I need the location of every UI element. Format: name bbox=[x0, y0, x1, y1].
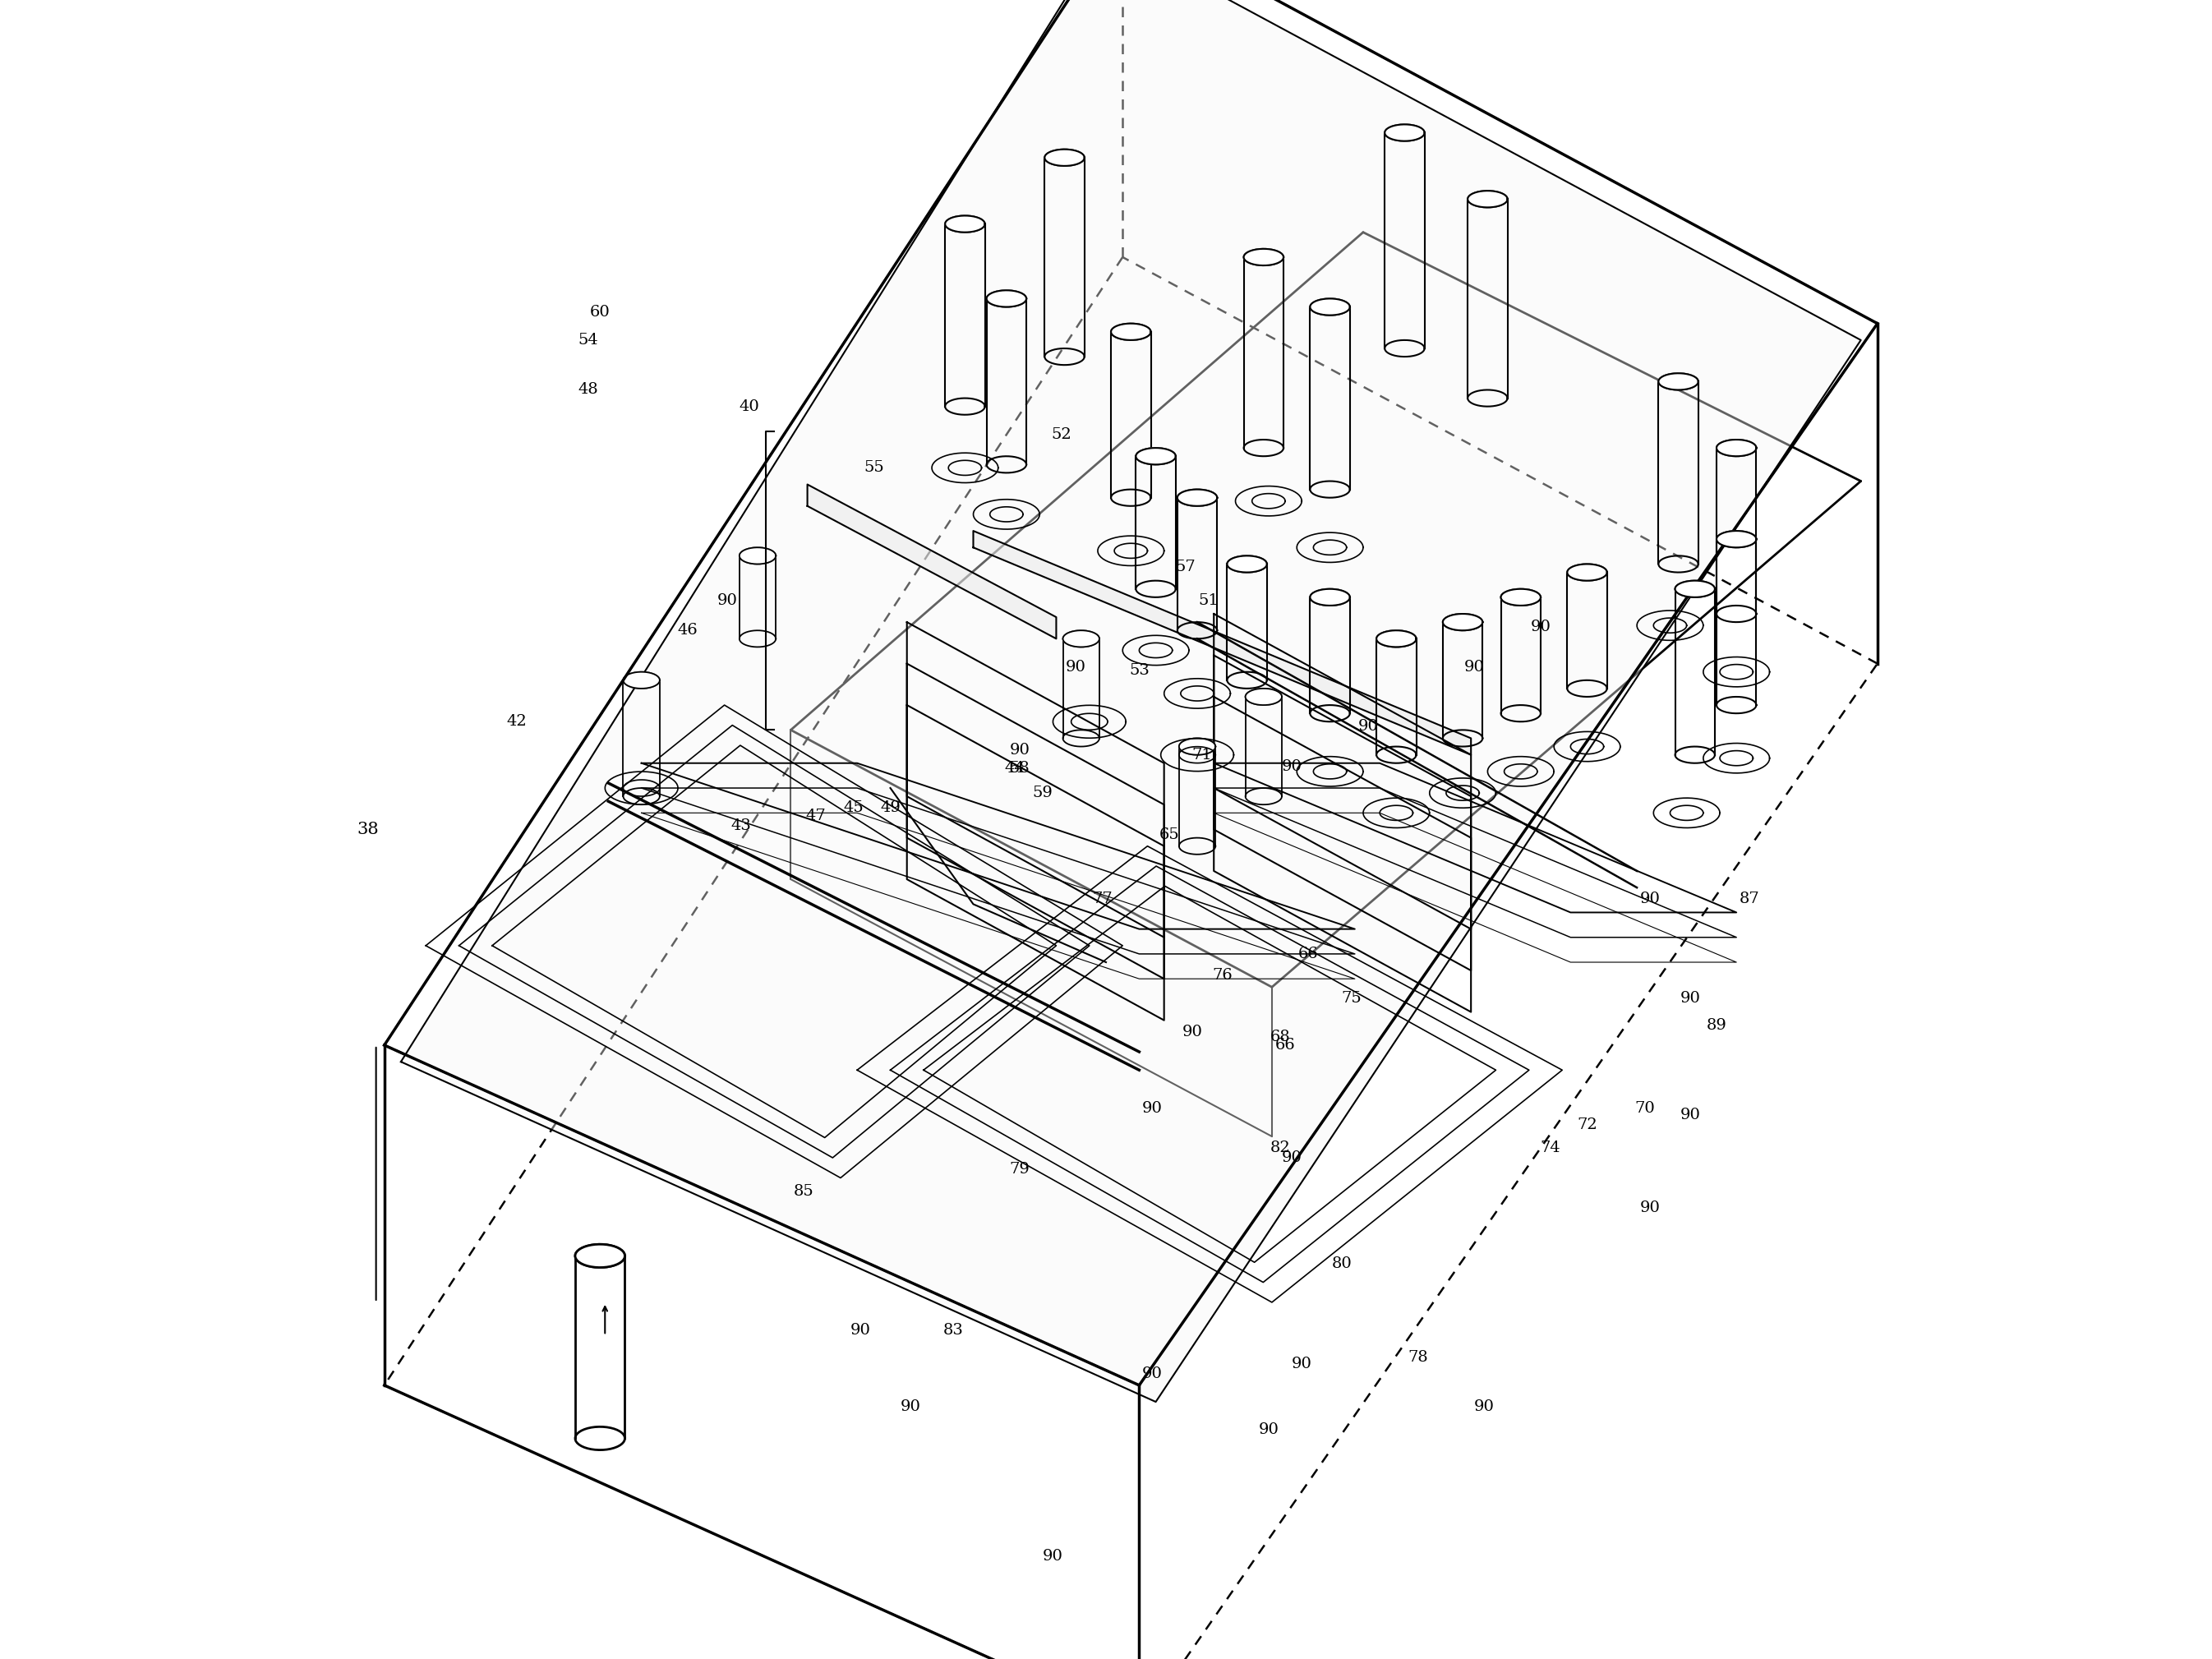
Text: 90: 90 bbox=[1181, 1025, 1203, 1039]
Text: 90: 90 bbox=[1464, 660, 1484, 674]
Polygon shape bbox=[973, 531, 1471, 755]
Polygon shape bbox=[624, 672, 659, 688]
Text: 60: 60 bbox=[591, 305, 611, 319]
Text: 76: 76 bbox=[1212, 969, 1232, 982]
Polygon shape bbox=[807, 484, 1055, 639]
Text: 45: 45 bbox=[843, 801, 865, 815]
Text: 90: 90 bbox=[1531, 620, 1551, 634]
Polygon shape bbox=[400, 0, 1860, 1402]
Text: 47: 47 bbox=[805, 810, 825, 823]
Polygon shape bbox=[1243, 249, 1283, 265]
Text: 54: 54 bbox=[577, 333, 599, 347]
Text: 46: 46 bbox=[677, 624, 699, 637]
Text: 90: 90 bbox=[1009, 743, 1031, 757]
Polygon shape bbox=[1469, 191, 1509, 207]
Text: 40: 40 bbox=[739, 400, 759, 413]
Text: 68: 68 bbox=[1270, 1030, 1290, 1044]
Text: 90: 90 bbox=[1141, 1102, 1164, 1115]
Text: 52: 52 bbox=[1051, 428, 1071, 441]
Polygon shape bbox=[1310, 589, 1349, 606]
Polygon shape bbox=[1659, 373, 1699, 390]
Text: 87: 87 bbox=[1739, 893, 1761, 906]
Text: 85: 85 bbox=[794, 1185, 814, 1198]
Text: 78: 78 bbox=[1407, 1350, 1429, 1364]
Text: 90: 90 bbox=[1141, 1367, 1164, 1380]
Polygon shape bbox=[1310, 299, 1349, 315]
Text: 90: 90 bbox=[1281, 760, 1303, 773]
Polygon shape bbox=[1064, 630, 1099, 647]
Text: 90: 90 bbox=[717, 594, 739, 607]
Polygon shape bbox=[1179, 738, 1217, 755]
Text: 90: 90 bbox=[1281, 1151, 1303, 1165]
Text: 51: 51 bbox=[1199, 594, 1219, 607]
Polygon shape bbox=[1376, 630, 1416, 647]
Polygon shape bbox=[739, 547, 776, 564]
Polygon shape bbox=[1245, 688, 1281, 705]
Text: 79: 79 bbox=[1009, 1163, 1031, 1176]
Polygon shape bbox=[1110, 324, 1150, 340]
Text: 83: 83 bbox=[942, 1324, 964, 1337]
Text: 82: 82 bbox=[1270, 1141, 1290, 1155]
Text: 90: 90 bbox=[1639, 1201, 1661, 1214]
Polygon shape bbox=[1385, 124, 1425, 141]
Text: 42: 42 bbox=[507, 715, 526, 728]
Text: 74: 74 bbox=[1540, 1141, 1562, 1155]
Text: 38: 38 bbox=[356, 821, 378, 838]
Text: 90: 90 bbox=[1358, 720, 1378, 733]
Polygon shape bbox=[987, 290, 1026, 307]
Text: 48: 48 bbox=[577, 383, 599, 397]
Text: 66: 66 bbox=[1298, 947, 1318, 961]
Polygon shape bbox=[1502, 589, 1540, 606]
Polygon shape bbox=[1044, 149, 1084, 166]
Polygon shape bbox=[1674, 581, 1714, 597]
Polygon shape bbox=[1177, 489, 1217, 506]
Text: 57: 57 bbox=[1175, 561, 1197, 574]
Text: 90: 90 bbox=[1473, 1400, 1495, 1413]
Text: 90: 90 bbox=[1042, 1550, 1064, 1563]
Text: 90: 90 bbox=[1679, 992, 1701, 1005]
Polygon shape bbox=[1442, 614, 1482, 630]
Polygon shape bbox=[1568, 564, 1606, 581]
Text: 71: 71 bbox=[1192, 748, 1212, 761]
Text: 59: 59 bbox=[1033, 786, 1053, 800]
Polygon shape bbox=[575, 1244, 624, 1267]
Text: 49: 49 bbox=[880, 801, 900, 815]
Text: 55: 55 bbox=[863, 461, 885, 474]
Text: 44: 44 bbox=[1004, 761, 1024, 775]
Text: 90: 90 bbox=[1639, 893, 1661, 906]
Polygon shape bbox=[945, 216, 984, 232]
Text: 90: 90 bbox=[1292, 1357, 1312, 1370]
Polygon shape bbox=[1228, 556, 1267, 572]
Text: 90: 90 bbox=[849, 1324, 872, 1337]
Text: 90: 90 bbox=[900, 1400, 920, 1413]
Text: 65: 65 bbox=[1159, 828, 1179, 841]
Text: 90: 90 bbox=[1259, 1423, 1279, 1437]
Text: 70: 70 bbox=[1635, 1102, 1655, 1115]
Text: 72: 72 bbox=[1577, 1118, 1597, 1131]
Text: 75: 75 bbox=[1340, 992, 1363, 1005]
Polygon shape bbox=[1717, 531, 1756, 547]
Text: 66: 66 bbox=[1274, 1039, 1296, 1052]
Text: 90: 90 bbox=[1066, 660, 1086, 674]
Text: 53: 53 bbox=[1128, 664, 1150, 677]
Polygon shape bbox=[1717, 440, 1756, 456]
Polygon shape bbox=[1137, 448, 1177, 465]
Text: 77: 77 bbox=[1093, 893, 1113, 906]
Text: 58: 58 bbox=[1009, 761, 1031, 775]
Text: 80: 80 bbox=[1332, 1258, 1352, 1271]
Text: 43: 43 bbox=[730, 820, 752, 833]
Text: 90: 90 bbox=[1679, 1108, 1701, 1121]
Text: 89: 89 bbox=[1705, 1019, 1728, 1032]
